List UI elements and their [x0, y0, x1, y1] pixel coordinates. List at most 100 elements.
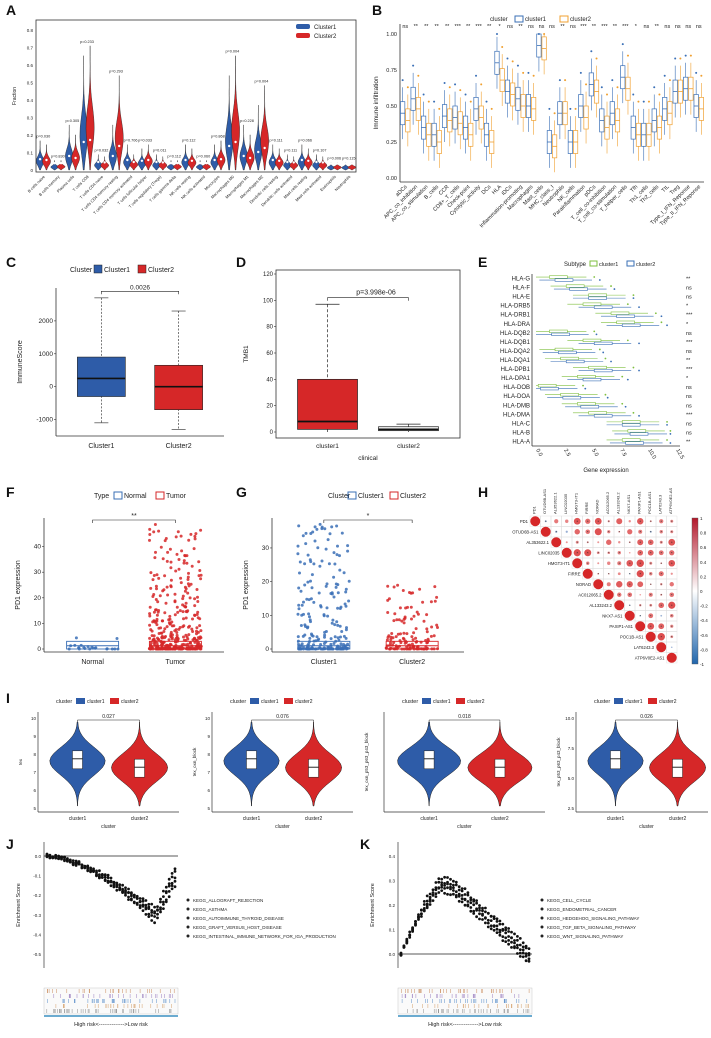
x-axis-label: Gene expression: [583, 468, 628, 474]
data-point: [414, 636, 418, 640]
legend-label: KEGG_WNT_SIGNALING_PATHWAY: [547, 934, 623, 939]
data-point: [315, 527, 319, 531]
significance-label: **: [466, 24, 471, 30]
data-point: [304, 542, 308, 546]
y-axis-label: Fraction: [12, 87, 18, 105]
data-point: [323, 630, 327, 634]
x-tick-label: 10.0: [646, 448, 657, 460]
x-tick-label: cluster1: [607, 816, 625, 822]
data-point: [422, 619, 426, 623]
x-tick-label: cluster1: [69, 816, 87, 822]
median-dot: [184, 158, 187, 162]
enrichment-point: [106, 881, 110, 884]
y-axis-label: TMB1: [243, 345, 250, 363]
data-point: [161, 642, 165, 646]
data-point: [169, 578, 173, 582]
enrichment-point: [521, 948, 525, 952]
data-point: [186, 591, 190, 595]
significance-star: *: [650, 529, 652, 534]
enrichment-point: [132, 895, 136, 899]
data-point: [165, 625, 169, 629]
data-point: [163, 611, 167, 615]
data-point: [198, 635, 202, 639]
data-point: [165, 585, 169, 589]
data-point: [182, 635, 185, 639]
significance-label: ns: [685, 24, 691, 30]
data-point: [318, 522, 322, 526]
correlation-circle: [668, 601, 676, 609]
data-point: [193, 604, 197, 608]
correlation-circle: [586, 561, 590, 565]
violin-cluster1: [297, 144, 306, 171]
data-point: [173, 646, 176, 649]
violin-cluster2: [274, 148, 284, 171]
enrichment-point: [150, 909, 154, 912]
data-point: [152, 593, 156, 596]
significance-star: *: [576, 550, 578, 555]
data-point: [155, 619, 159, 623]
data-point: [334, 585, 338, 589]
data-point: [173, 599, 177, 603]
significance-star: *: [650, 571, 652, 576]
significance-bracket: [327, 297, 409, 301]
enrichment-point: [408, 933, 412, 937]
data-point: [326, 538, 330, 542]
legend-swatch-cluster2: [626, 260, 635, 267]
data-point: [169, 566, 173, 570]
enrichment-point: [124, 893, 127, 897]
data-point: [168, 642, 172, 646]
enrichment-point: [150, 914, 154, 917]
box-cluster2: [593, 341, 613, 345]
data-point: [316, 546, 320, 550]
significance-star: *: [660, 571, 662, 576]
column-label: LAT6243.3: [657, 494, 662, 514]
y-tick-label: 0.75: [386, 68, 397, 74]
p-value-label: p=0.706: [124, 139, 138, 143]
data-point: [324, 547, 328, 551]
correlation-circle: [626, 559, 634, 567]
significance-star: *: [608, 571, 610, 576]
data-point: [175, 636, 179, 639]
enrichment-point: [466, 900, 470, 903]
enrichment-point: [498, 922, 502, 926]
enrichment-point: [452, 892, 455, 896]
significance-label: ns: [528, 24, 534, 30]
y-tick-label: 80: [266, 325, 273, 331]
correlation-circle: [666, 652, 677, 663]
colorbar-tick-label: -0.4: [700, 618, 708, 623]
outlier-point: [604, 357, 607, 360]
data-point: [187, 584, 191, 588]
enrichment-point: [150, 919, 154, 922]
box: [66, 640, 120, 650]
data-point: [169, 634, 173, 638]
data-point: [153, 523, 157, 526]
correlation-circle: [658, 623, 665, 630]
enrichment-point: [45, 855, 49, 858]
enrichment-point: [510, 946, 513, 949]
significance-label: **: [131, 513, 137, 520]
enrichment-point: [498, 919, 502, 923]
rug-frame: [43, 987, 179, 1015]
significance-label: **: [613, 24, 618, 30]
y-tick-label: 10: [31, 716, 37, 721]
legend-swatch-1: [347, 491, 357, 500]
data-point: [152, 530, 156, 534]
significance-label: **: [487, 24, 492, 30]
significance-star: *: [650, 592, 652, 597]
enrichment-point: [463, 887, 467, 891]
column-label: OTUD6B-AS1: [542, 488, 547, 514]
data-point: [318, 564, 322, 568]
data-point: [425, 627, 429, 631]
enrichment-point: [428, 892, 432, 896]
y-tick-label: 10: [205, 716, 211, 721]
enrichment-point: [71, 859, 75, 862]
enrichment-point: [469, 909, 473, 913]
y-tick-label: HLA-DRA: [504, 322, 530, 328]
outlier-point: [632, 93, 635, 96]
enrichment-point: [428, 895, 432, 899]
panel-label-f: F: [6, 484, 15, 500]
data-point: [184, 601, 188, 605]
enrichment-point: [86, 865, 90, 868]
data-point: [315, 635, 319, 639]
enrichment-point: [521, 941, 525, 945]
